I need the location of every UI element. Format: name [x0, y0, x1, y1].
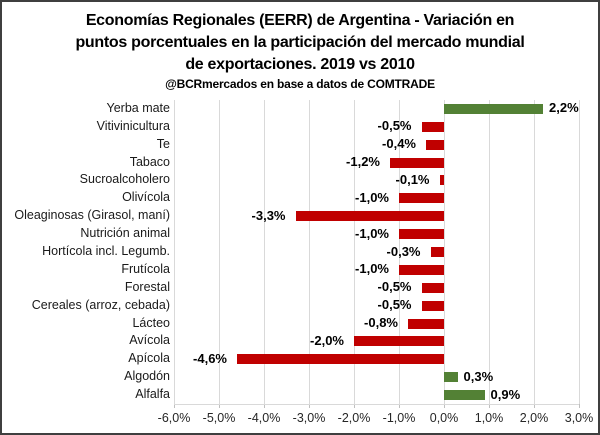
negative-bar — [426, 139, 444, 150]
category-label: Frutícola — [121, 261, 170, 276]
gridline — [353, 100, 355, 404]
axis-tick — [578, 404, 580, 408]
axis-tick — [173, 404, 175, 408]
negative-bar — [390, 157, 444, 168]
chart-title-block: Economías Regionales (EERR) de Argentina… — [2, 10, 598, 92]
category-label: Apícola — [128, 351, 170, 366]
data-label: -0,5% — [377, 279, 412, 295]
positive-bar — [444, 372, 458, 383]
chart-title-line-2: puntos porcentuales en la participación … — [75, 34, 525, 51]
axis-tick — [398, 404, 400, 408]
x-axis-tick-label: 2,0% — [519, 411, 549, 425]
category-label: Nutrición animal — [80, 226, 170, 241]
x-axis-tick-label: -4,0% — [247, 411, 281, 425]
negative-bar — [237, 354, 444, 365]
data-label: -0,8% — [364, 315, 398, 331]
category-label: Yerba mate — [106, 100, 170, 115]
data-label: -0,1% — [395, 171, 430, 187]
category-label: Tabaco — [129, 154, 170, 169]
negative-bar — [430, 247, 444, 257]
x-axis-tick-label: -2,0% — [337, 411, 371, 425]
x-axis-tick-label: -6,0% — [157, 411, 191, 425]
data-label: -1,0% — [355, 261, 389, 277]
gridline — [488, 100, 490, 404]
data-label: -2,0% — [310, 332, 344, 348]
data-label: -0,5% — [377, 118, 412, 134]
negative-bar — [354, 336, 444, 347]
data-label: -3,3% — [251, 207, 286, 223]
chart-title-line-3: de exportaciones. 2019 vs 2010 — [185, 56, 415, 73]
data-label: -1,2% — [346, 154, 380, 170]
negative-bar — [408, 318, 444, 329]
category-label: Sucroalcoholero — [79, 172, 170, 187]
axis-tick — [443, 404, 445, 408]
negative-bar — [421, 300, 444, 311]
data-label: 2,2% — [549, 100, 579, 116]
category-label: Hortícola incl. Legumb. — [42, 244, 170, 258]
data-label: -0,4% — [382, 136, 416, 152]
category-label: Alfalfa — [135, 387, 170, 402]
x-axis-tick-label: -5,0% — [202, 411, 236, 425]
category-label: Lácteo — [132, 315, 170, 330]
data-label: -0,3% — [386, 243, 421, 259]
gridline — [263, 100, 265, 404]
axis-tick — [353, 404, 355, 408]
data-label: -1,0% — [355, 189, 389, 205]
x-axis-tick-label: -3,0% — [292, 411, 326, 425]
axis-tick — [533, 404, 535, 408]
x-axis-tick-label: 1,0% — [474, 411, 504, 425]
x-axis-tick-label: 3,0% — [564, 411, 594, 425]
gridline — [578, 100, 580, 404]
category-label: Te — [156, 136, 170, 151]
zero-axis-line — [443, 100, 445, 404]
chart-credit: @BCRmercados en base a datos de COMTRADE — [165, 77, 435, 91]
category-label: Avícola — [129, 333, 170, 348]
data-label: -1,0% — [355, 225, 389, 241]
gridline — [398, 100, 400, 404]
data-label: -4,6% — [193, 350, 227, 366]
category-label: Algodón — [124, 369, 170, 384]
axis-tick — [308, 404, 310, 408]
positive-bar — [444, 390, 485, 401]
axis-tick — [263, 404, 265, 408]
negative-bar — [399, 229, 444, 240]
data-label: 0,3% — [463, 368, 494, 384]
x-axis-line — [174, 404, 579, 405]
gridline — [173, 100, 175, 404]
x-axis-tick-label: -1,0% — [382, 411, 416, 425]
negative-bar — [399, 264, 444, 275]
category-label: Forestal — [124, 279, 170, 294]
category-label: Oleaginosas (Girasol, maní) — [14, 208, 170, 223]
negative-bar — [421, 282, 444, 293]
category-label: Vitivinicultura — [96, 118, 170, 133]
data-label: 0,9% — [490, 386, 521, 402]
chart-title-line-1: Economías Regionales (EERR) de Argentina… — [85, 12, 515, 29]
negative-bar — [399, 193, 444, 204]
negative-bar — [421, 121, 444, 132]
category-label: Olivícola — [122, 190, 170, 205]
negative-bar — [439, 175, 444, 186]
positive-bar — [444, 103, 543, 114]
x-axis-tick-label: 0,0% — [429, 411, 459, 425]
gridline — [533, 100, 535, 404]
gridline — [308, 100, 310, 404]
negative-bar — [295, 211, 444, 222]
category-label: Cereales (arroz, cebada) — [31, 297, 170, 312]
data-label: -0,5% — [377, 297, 412, 313]
axis-tick — [218, 404, 220, 408]
gridline — [218, 100, 220, 404]
axis-tick — [488, 404, 490, 408]
